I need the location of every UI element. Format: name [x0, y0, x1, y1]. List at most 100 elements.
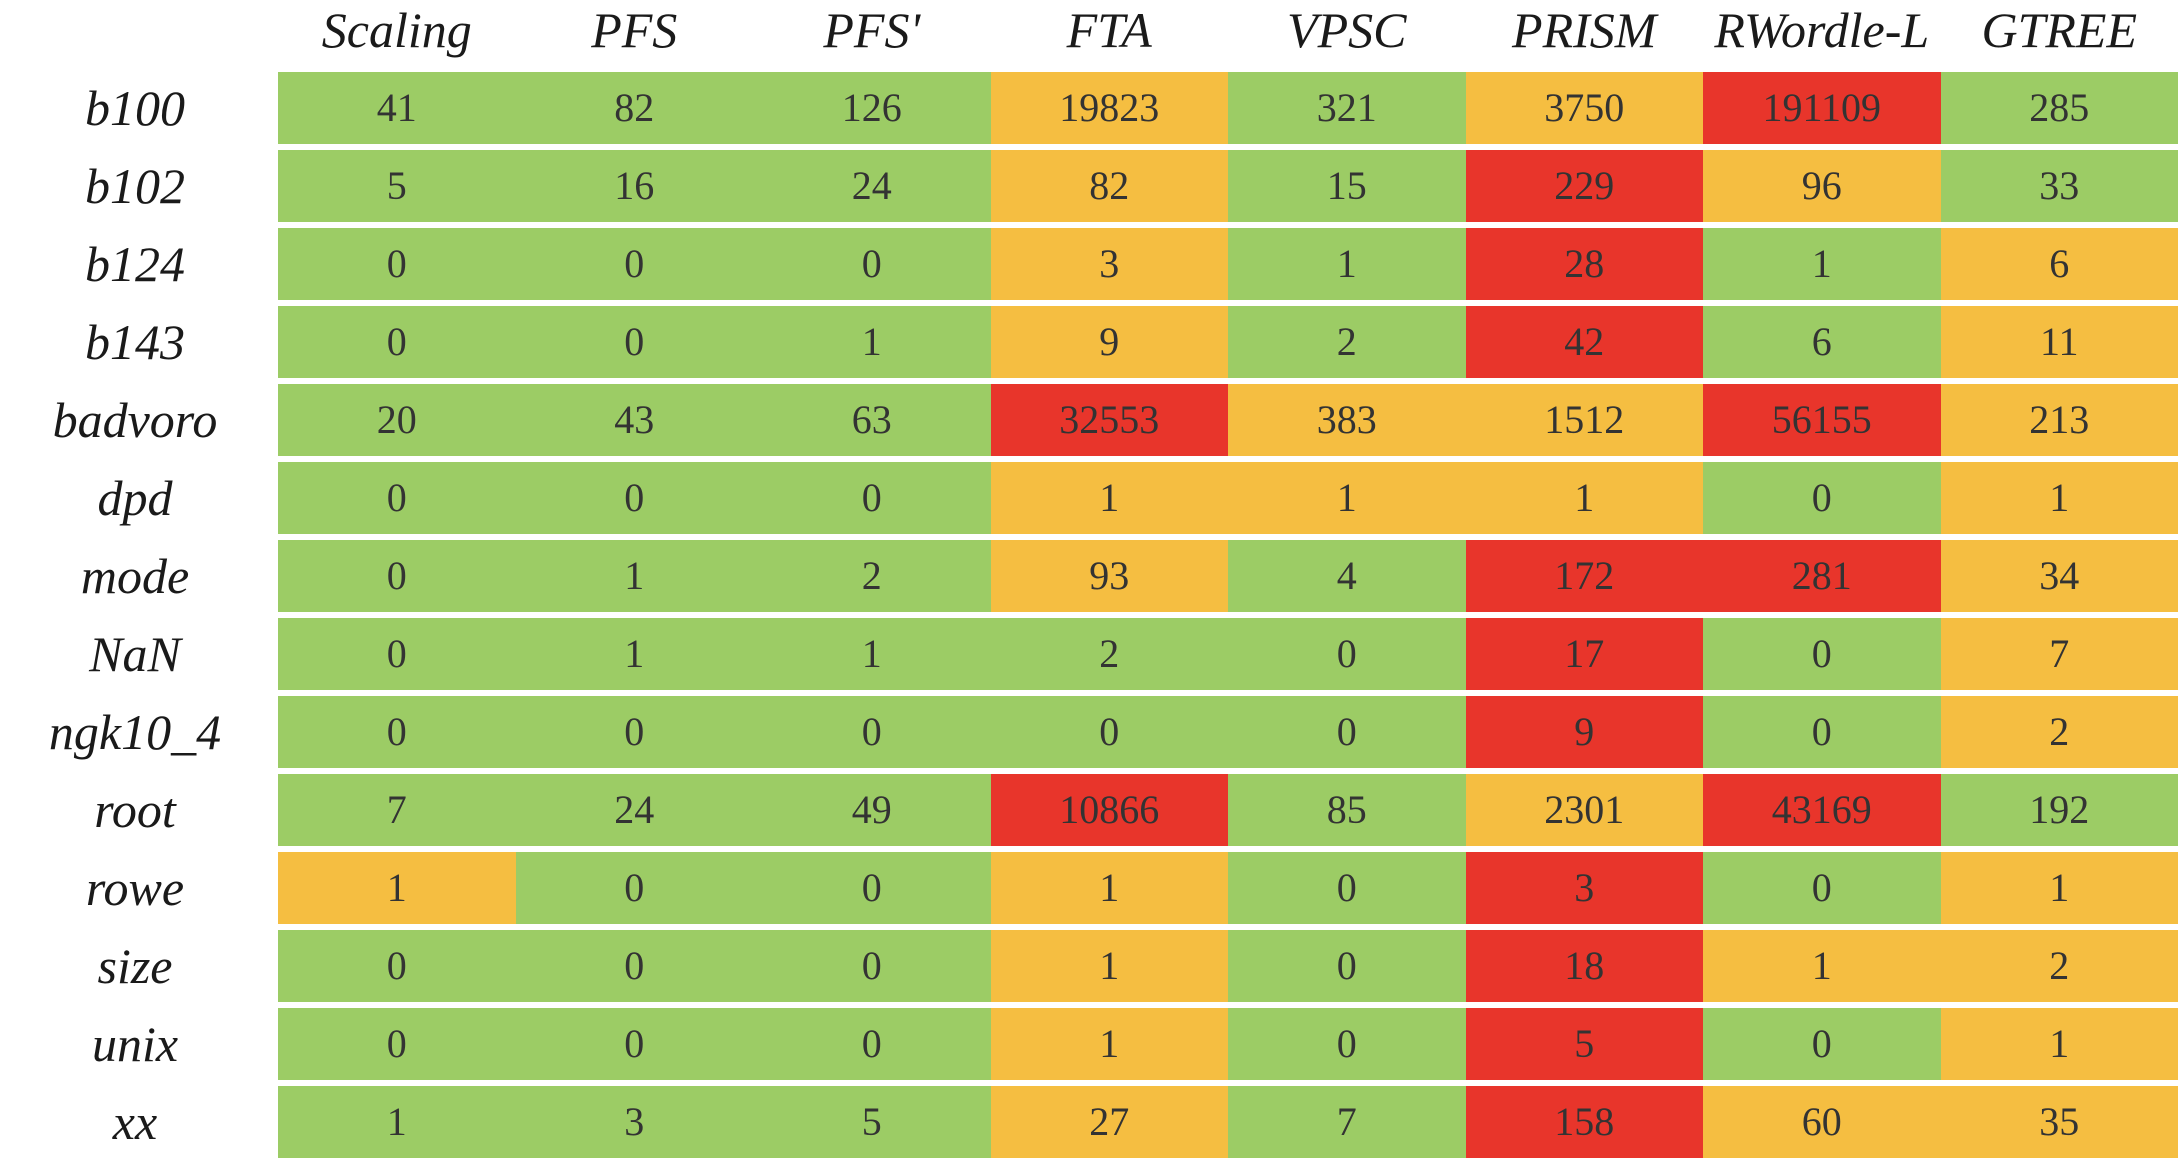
heatmap-cell: 0	[1228, 852, 1466, 924]
heatmap-cell: 7	[278, 774, 516, 846]
heatmap-cell: 43169	[1703, 774, 1941, 846]
heatmap-cell: 1512	[1465, 384, 1703, 456]
column-header: PFS'	[823, 2, 921, 58]
heatmap-cell: 1	[515, 618, 753, 690]
column-header: FTA	[1066, 2, 1152, 58]
heatmap-cell: 229	[1465, 150, 1703, 222]
heatmap-cell: 9	[990, 306, 1228, 378]
heatmap-cell: 321	[1228, 72, 1466, 144]
heatmap-cell: 0	[1228, 618, 1466, 690]
heatmap-cell: 56155	[1703, 384, 1941, 456]
heatmap-cell: 2	[753, 540, 991, 612]
row-header: dpd	[97, 470, 173, 526]
heatmap-cell: 82	[990, 150, 1228, 222]
row-header: root	[94, 782, 176, 838]
heatmap-cell: 3	[515, 1086, 753, 1158]
heatmap-cell: 28	[1465, 228, 1703, 300]
heatmap-cell: 1	[990, 852, 1228, 924]
heatmap-cell: 0	[753, 696, 991, 768]
heatmap-cell: 32553	[990, 384, 1228, 456]
heatmap-cell: 1	[1940, 462, 2178, 534]
heatmap-cell: 5	[278, 150, 516, 222]
heatmap-cell: 33	[1940, 150, 2178, 222]
heatmap-cell: 96	[1703, 150, 1941, 222]
row-header: size	[97, 938, 173, 994]
heatmap-cell: 82	[515, 72, 753, 144]
heatmap-cell: 1	[1940, 1008, 2178, 1080]
heatmap-cell: 192	[1940, 774, 2178, 846]
heatmap-cell: 6	[1703, 306, 1941, 378]
heatmap-cell: 2	[1940, 696, 2178, 768]
heatmap-cell: 24	[753, 150, 991, 222]
column-header: Scaling	[321, 2, 472, 58]
heatmap-cell: 383	[1228, 384, 1466, 456]
heatmap-cell: 158	[1465, 1086, 1703, 1158]
column-header: PRISM	[1512, 2, 1657, 58]
heatmap-cell: 0	[278, 930, 516, 1002]
heatmap-cell: 5	[753, 1086, 991, 1158]
heatmap-cell: 0	[753, 930, 991, 1002]
heatmap-cell: 60	[1703, 1086, 1941, 1158]
heatmap-cell: 0	[1228, 696, 1466, 768]
row-header: unix	[91, 1016, 179, 1072]
column-header: RWordle-L	[1714, 2, 1930, 58]
heatmap-cell: 0	[515, 852, 753, 924]
heatmap-cell: 0	[515, 462, 753, 534]
heatmap-cell: 3	[1465, 852, 1703, 924]
heatmap-cell: 7	[1228, 1086, 1466, 1158]
heatmap-cell: 49	[753, 774, 991, 846]
heatmap-cell: 7	[1940, 618, 2178, 690]
heatmap-cell: 18	[1465, 930, 1703, 1002]
column-header: GTREE	[1981, 2, 2138, 58]
row-header: xx	[112, 1094, 158, 1150]
heatmap-cell: 1	[278, 1086, 516, 1158]
row-header: mode	[80, 548, 190, 604]
heatmap-cell: 0	[1703, 696, 1941, 768]
heatmap-cell: 43	[515, 384, 753, 456]
heatmap-cell: 6	[1940, 228, 2178, 300]
heatmap-cell: 10866	[990, 774, 1228, 846]
heatmap-cell: 0	[515, 1008, 753, 1080]
heatmap-cell: 0	[278, 696, 516, 768]
heatmap-cell: 126	[753, 72, 991, 144]
heatmap-cell: 15	[1228, 150, 1466, 222]
heatmap-cell: 1	[1228, 228, 1466, 300]
heatmap-cell: 1	[1228, 462, 1466, 534]
heatmap-cell: 0	[278, 228, 516, 300]
heatmap-cell: 0	[990, 696, 1228, 768]
heatmap-cell: 0	[753, 228, 991, 300]
heatmap-cell: 0	[1703, 462, 1941, 534]
heatmap-cell: 0	[515, 696, 753, 768]
row-header: NaN	[89, 626, 181, 682]
row-header: ngk10_4	[48, 704, 222, 760]
heatmap-cell: 85	[1228, 774, 1466, 846]
row-header: b102	[85, 158, 185, 214]
heatmap-cell: 1	[1465, 462, 1703, 534]
heatmap-cell: 2	[1940, 930, 2178, 1002]
heatmap-cell: 93	[990, 540, 1228, 612]
heatmap-cell: 191109	[1703, 72, 1941, 144]
heatmap-cell: 0	[515, 228, 753, 300]
heatmap-cell: 0	[753, 1008, 991, 1080]
heatmap-cell: 1	[990, 930, 1228, 1002]
heatmap-cell: 281	[1703, 540, 1941, 612]
heatmap-cell: 1	[990, 1008, 1228, 1080]
heatmap-cell: 0	[278, 1008, 516, 1080]
heatmap-cell: 35	[1940, 1086, 2178, 1158]
heatmap-cell: 0	[278, 618, 516, 690]
heatmap-cell: 1	[753, 618, 991, 690]
heatmap-cell: 172	[1465, 540, 1703, 612]
heatmap-cell: 3750	[1465, 72, 1703, 144]
heatmap-cell: 42	[1465, 306, 1703, 378]
heatmap-cell: 9	[1465, 696, 1703, 768]
heatmap-cell: 1	[990, 462, 1228, 534]
heatmap-cell: 4	[1228, 540, 1466, 612]
heatmap-cell: 41	[278, 72, 516, 144]
heatmap-cell: 0	[278, 306, 516, 378]
heatmap-cell: 0	[515, 930, 753, 1002]
heatmap-cell: 0	[1703, 618, 1941, 690]
heatmap-cell: 2	[1228, 306, 1466, 378]
heatmap-cell: 285	[1940, 72, 2178, 144]
heatmap-cell: 0	[278, 462, 516, 534]
row-header: badvoro	[52, 392, 218, 448]
